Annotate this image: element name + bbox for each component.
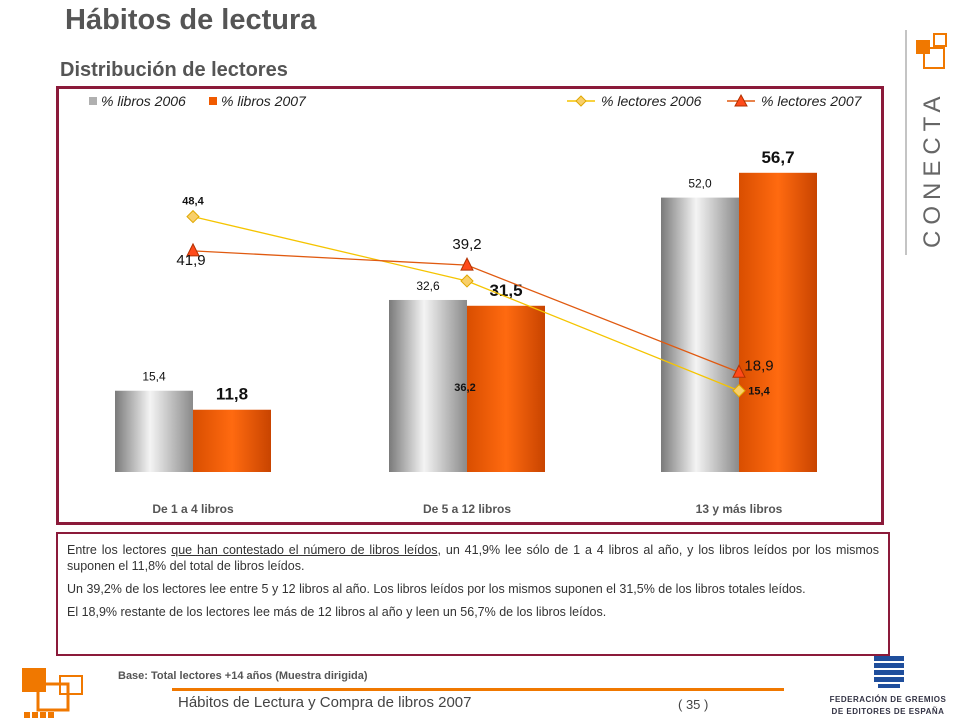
legend-diamond-marker <box>575 95 587 107</box>
bar <box>661 197 739 472</box>
bar <box>739 172 817 472</box>
line-value-label: 18,9 <box>744 357 773 374</box>
page-title: Hábitos de lectura <box>65 4 317 36</box>
federation-emblem-icon <box>874 656 904 688</box>
bar <box>115 390 193 472</box>
line-point-diamond <box>186 209 200 224</box>
legend-label: % lectores 2006 <box>601 93 702 109</box>
page-subtitle: Distribución de lectores <box>60 59 288 81</box>
commentary-underlined: que han contestado el número de libros l… <box>171 543 438 557</box>
conecta-logo-text: CONECTA <box>919 90 946 248</box>
chart-legend: % libros 2006 % libros 2007 % lectores 200… <box>89 93 863 109</box>
legend-label: % libros 2006 <box>101 93 186 109</box>
bar-value-label: 56,7 <box>761 148 794 167</box>
line-value-label: 41,9 <box>176 252 205 269</box>
legend-label: % libros 2007 <box>221 93 307 109</box>
line-value-label: 15,4 <box>748 386 770 398</box>
report-title: Hábitos de Lectura y Compra de libros 20… <box>178 694 472 711</box>
line-point-triangle <box>186 242 200 257</box>
bar-value-label: 11,8 <box>216 385 248 404</box>
legend-swatch-libros-2007 <box>209 97 217 105</box>
category-label: De 5 a 12 libros <box>423 502 511 516</box>
commentary-p3: El 18,9% restante de los lectores lee má… <box>67 605 607 619</box>
bar <box>389 299 467 472</box>
commentary-box: Entre los lectores que han contestado el… <box>56 532 890 656</box>
bar-value-label: 31,5 <box>489 281 522 300</box>
bar-value-label: 52,0 <box>688 177 712 191</box>
bar-value-label: 15,4 <box>142 370 166 384</box>
commentary-p2: Un 39,2% de los lectores lee entre 5 y 1… <box>67 582 806 596</box>
bar <box>467 305 545 472</box>
corner-logo <box>22 668 83 718</box>
conecta-logo: CONECTA <box>905 30 947 255</box>
chart: % libros 2006 % libros 2007 % lectores 200… <box>89 93 863 516</box>
page-number: ( 35 ) <box>678 697 709 712</box>
line-point-diamond <box>732 384 746 398</box>
bar <box>193 409 271 472</box>
legend-swatch-libros-2006 <box>89 97 97 105</box>
line-value-label: 48,4 <box>182 196 204 208</box>
legend-label: % lectores 2007 <box>761 93 863 109</box>
legend-triangle-marker <box>734 93 748 107</box>
category-label: De 1 a 4 libros <box>152 502 234 516</box>
commentary-p1: Entre los lectores que han contestado el… <box>67 543 880 573</box>
federation-logo: FEDERACIÓN DE GREMIOS DE EDITORES DE ESP… <box>830 656 947 716</box>
federation-line1: FEDERACIÓN DE GREMIOS <box>830 695 947 704</box>
federation-line2: DE EDITORES DE ESPAÑA <box>832 707 945 716</box>
chart-panel: % libros 2006 % libros 2007 % lectores 200… <box>56 86 884 525</box>
line-value-label: 39,2 <box>452 236 481 253</box>
line-point-triangle <box>732 364 746 378</box>
base-note: Base: Total lectores +14 años (Muestra d… <box>118 670 368 682</box>
line-value-label: 36,2 <box>454 382 475 394</box>
bar-value-label: 32,6 <box>416 279 440 293</box>
footer-divider <box>172 688 784 691</box>
line-point-triangle <box>460 257 474 271</box>
line-point-diamond <box>460 274 474 288</box>
category-label: 13 y más libros <box>696 502 783 516</box>
